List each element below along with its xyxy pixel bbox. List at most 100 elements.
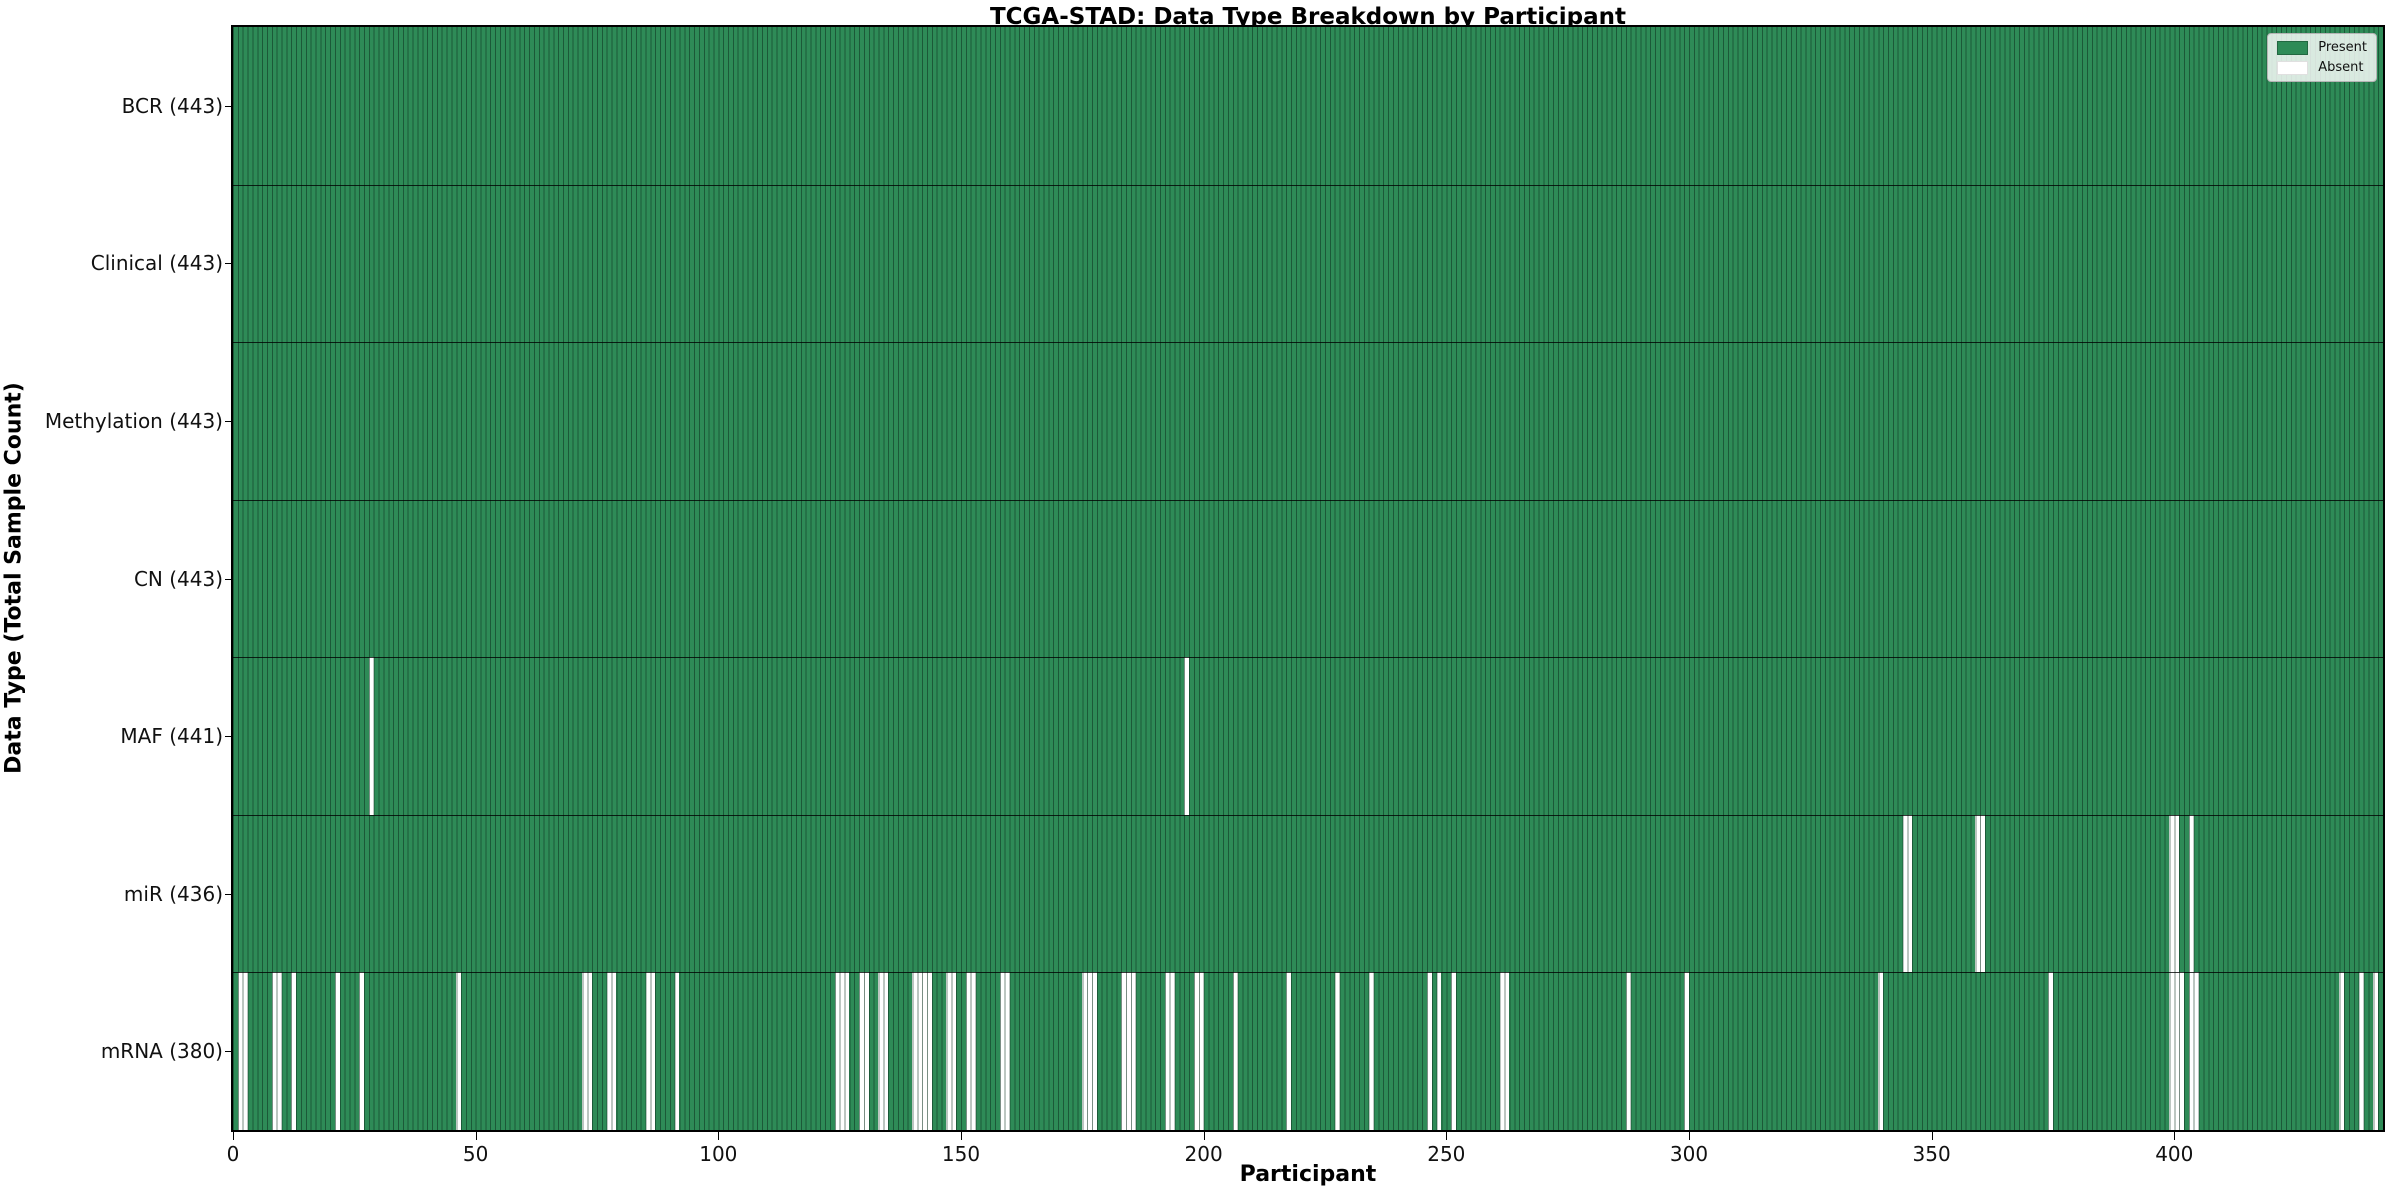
absent-stripe bbox=[1169, 972, 1175, 1130]
x-tick-mark bbox=[1446, 1132, 1448, 1140]
absent-stripe bbox=[970, 972, 976, 1130]
absent-stripe bbox=[1504, 972, 1510, 1130]
absent-stripe bbox=[2188, 814, 2194, 973]
absent-stripe bbox=[927, 972, 932, 1130]
absent-stripe bbox=[1907, 814, 1913, 973]
x-tick-label: 300 bbox=[1669, 1142, 1709, 1166]
legend-absent-label: Absent bbox=[2318, 60, 2364, 75]
absent-stripe bbox=[1232, 972, 1238, 1130]
absent-stripe bbox=[863, 972, 869, 1130]
row-separator bbox=[233, 657, 2383, 659]
absent-stripe bbox=[2174, 814, 2180, 973]
absent-stripe bbox=[951, 972, 957, 1130]
absent-stripe bbox=[844, 972, 850, 1130]
absent-stripe bbox=[883, 972, 889, 1130]
chart-row-mir bbox=[233, 814, 2383, 973]
absent-stripe bbox=[368, 657, 374, 815]
y-tick-mark bbox=[225, 105, 233, 107]
y-tick-label-bcr: BCR (443) bbox=[121, 93, 223, 118]
y-tick-mark bbox=[225, 1051, 233, 1053]
x-tick-mark bbox=[233, 1132, 234, 1140]
y-axis-label: Data Type (Total Sample Count) bbox=[1, 382, 27, 774]
absent-stripe bbox=[1198, 972, 1204, 1130]
absent-stripe bbox=[291, 972, 297, 1130]
legend-entry-absent: Absent bbox=[2277, 60, 2367, 75]
row-separator bbox=[233, 814, 2383, 816]
absent-stripe bbox=[2193, 972, 2199, 1130]
legend-present-label: Present bbox=[2318, 40, 2367, 55]
y-tick-mark bbox=[225, 893, 233, 895]
x-tick-mark bbox=[1688, 1132, 1690, 1140]
y-tick-label-cn: CN (443) bbox=[133, 566, 223, 591]
legend-entry-present: Present bbox=[2277, 40, 2367, 55]
absent-stripe bbox=[1980, 814, 1986, 973]
plot-area: Present Absent bbox=[233, 27, 2383, 1130]
chart-row-clinical bbox=[233, 184, 2383, 343]
y-tick-mark bbox=[225, 420, 233, 422]
absent-stripe bbox=[1625, 972, 1631, 1130]
absent-stripe bbox=[1286, 972, 1291, 1130]
row-separator bbox=[233, 184, 2383, 186]
x-tick-label: 250 bbox=[1427, 1142, 1466, 1166]
row-separator bbox=[233, 499, 2383, 501]
chart-row-mrna bbox=[233, 972, 2383, 1130]
absent-stripe bbox=[1878, 972, 1884, 1130]
absent-stripe bbox=[1368, 972, 1374, 1130]
x-tick-label: 400 bbox=[2155, 1142, 2194, 1166]
x-tick-label: 0 bbox=[226, 1142, 240, 1166]
x-tick-mark bbox=[475, 1132, 477, 1140]
chart-row-bcr bbox=[233, 27, 2383, 185]
absent-stripe bbox=[1426, 972, 1432, 1130]
absent-stripe bbox=[334, 972, 340, 1130]
x-tick-mark bbox=[960, 1132, 962, 1140]
y-tick-mark bbox=[225, 736, 233, 738]
y-tick-label-clinical: Clinical (443) bbox=[90, 251, 223, 276]
absent-stripe bbox=[2179, 972, 2184, 1130]
x-tick-label: 350 bbox=[1912, 1142, 1951, 1166]
absent-stripe bbox=[2373, 972, 2379, 1130]
y-tick-label-mir: miR (436) bbox=[123, 881, 223, 906]
absent-stripe bbox=[456, 972, 462, 1130]
absent-stripe bbox=[674, 972, 680, 1130]
absent-stripe bbox=[276, 972, 282, 1130]
x-tick-label: 150 bbox=[941, 1142, 981, 1166]
absent-stripe bbox=[1334, 972, 1340, 1130]
x-tick-mark bbox=[1931, 1132, 1933, 1140]
x-axis-label: Participant bbox=[1239, 1162, 1377, 1187]
absent-stripe bbox=[650, 972, 656, 1130]
legend: Present Absent bbox=[2267, 33, 2377, 82]
absent-stripe bbox=[1130, 972, 1136, 1130]
x-tick-mark bbox=[718, 1132, 720, 1140]
x-tick-mark bbox=[2174, 1132, 2176, 1140]
x-tick-mark bbox=[1203, 1132, 1205, 1140]
absent-stripe bbox=[2339, 972, 2345, 1130]
chart-row-methylation bbox=[233, 342, 2383, 500]
absent-stripe bbox=[359, 972, 365, 1130]
absent-stripe bbox=[587, 972, 593, 1130]
row-separator bbox=[233, 972, 2383, 974]
absent-stripe bbox=[2358, 972, 2364, 1130]
absent-stripe bbox=[1436, 972, 1442, 1130]
chart-row-cn bbox=[233, 499, 2383, 658]
absent-stripe bbox=[1092, 972, 1097, 1130]
absent-stripe bbox=[611, 972, 617, 1130]
chart-title: TCGA-STAD: Data Type Breakdown by Partic… bbox=[989, 4, 1626, 30]
x-tick-label: 100 bbox=[699, 1142, 738, 1166]
absent-stripe bbox=[1451, 972, 1456, 1130]
row-separator bbox=[233, 342, 2383, 344]
absent-stripe bbox=[1184, 657, 1190, 815]
chart-row-maf bbox=[233, 657, 2383, 815]
legend-present-swatch bbox=[2277, 40, 2309, 55]
absent-stripe bbox=[242, 972, 248, 1130]
x-tick-label: 50 bbox=[462, 1142, 489, 1166]
y-tick-label-mrna: mRNA (380) bbox=[100, 1039, 223, 1064]
absent-stripe bbox=[2048, 972, 2053, 1130]
y-tick-mark bbox=[225, 578, 233, 580]
absent-stripe bbox=[1684, 972, 1689, 1130]
legend-absent-swatch bbox=[2277, 60, 2309, 75]
x-tick-label: 200 bbox=[1184, 1142, 1223, 1166]
absent-stripe bbox=[1004, 972, 1010, 1130]
y-tick-mark bbox=[225, 263, 233, 265]
y-tick-label-methylation: Methylation (443) bbox=[44, 408, 223, 433]
